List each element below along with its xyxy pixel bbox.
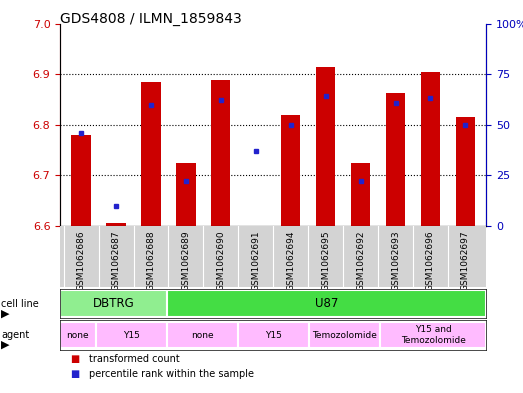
Text: Temozolomide: Temozolomide xyxy=(312,331,377,340)
Text: ▶: ▶ xyxy=(1,309,9,318)
Text: none: none xyxy=(191,331,213,340)
Text: GSM1062691: GSM1062691 xyxy=(251,231,260,292)
Bar xyxy=(316,66,335,226)
Bar xyxy=(309,322,380,348)
Bar xyxy=(60,290,167,317)
Bar xyxy=(380,322,486,348)
Text: Y15 and
Temozolomide: Y15 and Temozolomide xyxy=(401,325,465,345)
Text: Y15: Y15 xyxy=(265,331,282,340)
Bar xyxy=(141,82,161,226)
Bar xyxy=(211,80,231,226)
Text: agent: agent xyxy=(1,330,29,340)
Bar xyxy=(351,163,370,226)
Text: GSM1062687: GSM1062687 xyxy=(111,231,120,292)
Text: U87: U87 xyxy=(315,297,338,310)
Text: GSM1062689: GSM1062689 xyxy=(181,231,190,292)
Text: GSM1062695: GSM1062695 xyxy=(321,231,330,292)
Text: transformed count: transformed count xyxy=(89,354,180,364)
Text: GSM1062693: GSM1062693 xyxy=(391,231,400,292)
Text: GSM1062686: GSM1062686 xyxy=(76,231,86,292)
Bar xyxy=(281,115,300,226)
Bar xyxy=(72,135,90,226)
Bar xyxy=(96,322,167,348)
Text: ■: ■ xyxy=(71,369,80,379)
Bar xyxy=(421,72,440,226)
Text: GSM1062694: GSM1062694 xyxy=(286,231,295,291)
Bar xyxy=(60,322,96,348)
Bar xyxy=(456,117,475,226)
Bar xyxy=(107,224,126,226)
Text: ▶: ▶ xyxy=(1,340,9,350)
Text: cell line: cell line xyxy=(1,299,39,309)
Text: ■: ■ xyxy=(71,354,80,364)
Bar xyxy=(167,290,486,317)
Text: percentile rank within the sample: percentile rank within the sample xyxy=(89,369,254,379)
Text: Y15: Y15 xyxy=(123,331,140,340)
Text: GSM1062690: GSM1062690 xyxy=(217,231,225,292)
Bar xyxy=(176,163,196,226)
Text: none: none xyxy=(66,331,89,340)
Text: GDS4808 / ILMN_1859843: GDS4808 / ILMN_1859843 xyxy=(60,12,242,26)
Text: DBTRG: DBTRG xyxy=(93,297,134,310)
Text: GSM1062696: GSM1062696 xyxy=(426,231,435,292)
Text: GSM1062697: GSM1062697 xyxy=(461,231,470,292)
Text: GSM1062692: GSM1062692 xyxy=(356,231,365,291)
Text: GSM1062688: GSM1062688 xyxy=(146,231,155,292)
Bar xyxy=(386,94,405,226)
Bar xyxy=(167,322,238,348)
Bar xyxy=(238,322,309,348)
